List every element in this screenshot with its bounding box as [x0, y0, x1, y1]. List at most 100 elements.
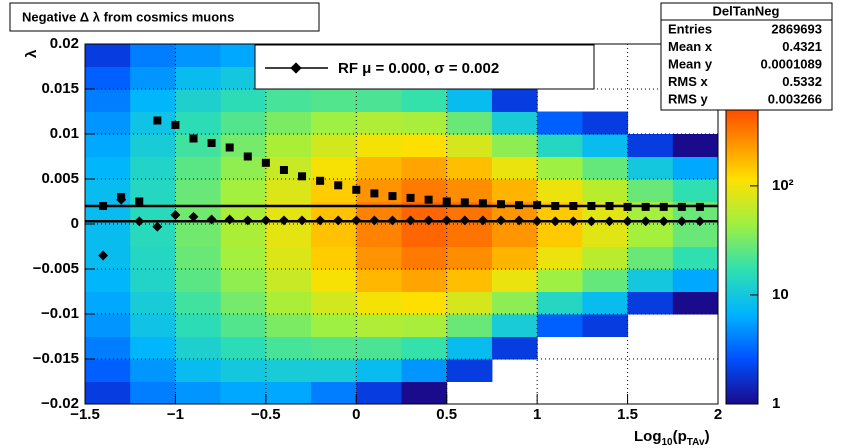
diamond-marker — [586, 216, 597, 227]
square-marker — [316, 176, 325, 185]
heatmap-cell — [85, 44, 131, 67]
heatmap-cell — [220, 246, 267, 270]
square-marker — [279, 166, 288, 174]
heatmap-cell — [491, 111, 538, 135]
y-tick-label: 0.005 — [41, 170, 79, 187]
diamond-marker — [405, 215, 416, 226]
heatmap-cell — [401, 291, 448, 315]
heatmap-cell — [491, 89, 538, 112]
heatmap-cell — [175, 89, 222, 112]
heatmap-cell — [356, 381, 402, 405]
heatmap-cell — [537, 134, 583, 157]
heatmap-cell — [582, 156, 629, 180]
stats-value: 0.0001089 — [761, 56, 822, 71]
square-marker — [207, 139, 216, 147]
heatmap-cell — [175, 336, 222, 360]
square-marker — [424, 195, 433, 204]
x-label-part: TAv — [687, 437, 705, 448]
heatmap-cell — [401, 134, 448, 157]
heatmap — [85, 44, 719, 405]
square-marker — [442, 197, 451, 206]
heatmap-cell — [311, 336, 357, 360]
heatmap-cell — [85, 66, 131, 90]
heatmap-cell — [85, 314, 131, 337]
heatmap-cell — [627, 246, 674, 270]
diamond-marker — [658, 216, 669, 227]
heatmap-cell — [265, 269, 312, 292]
x-label-part: Log — [634, 428, 662, 445]
heatmap-cell — [265, 89, 312, 112]
heatmap-cell — [265, 336, 312, 360]
heatmap-cell — [130, 314, 176, 337]
square-marker — [135, 197, 144, 206]
heatmap-cell — [130, 381, 176, 405]
heatmap-cell — [446, 224, 493, 247]
heatmap-cell — [175, 44, 222, 67]
heatmap-cell — [85, 336, 131, 360]
heatmap-cell — [672, 179, 719, 202]
heatmap-cell — [627, 291, 674, 315]
heatmap-cell — [175, 224, 222, 247]
heatmap-cell — [85, 134, 131, 157]
heatmap-cell — [130, 291, 176, 315]
heatmap-cell — [356, 291, 402, 315]
stats-label: RMS x — [668, 74, 709, 89]
y-tick-label: −0.015 — [33, 350, 79, 367]
square-marker — [334, 181, 343, 190]
heatmap-cell — [175, 291, 222, 315]
diamond-marker — [351, 215, 362, 226]
heatmap-cell — [220, 336, 267, 360]
heatmap-cell — [130, 44, 176, 67]
diamond-marker — [604, 216, 615, 227]
heatmap-cell — [401, 314, 448, 337]
stats-label: Mean y — [668, 56, 713, 71]
x-tick-label: −1.5 — [70, 406, 100, 423]
heatmap-cell — [311, 111, 357, 135]
square-marker — [623, 202, 632, 211]
diamond-marker — [532, 216, 543, 227]
diamond-marker — [423, 215, 434, 226]
heatmap-cell — [130, 134, 176, 157]
heatmap-cell — [537, 224, 583, 247]
heatmap-cell — [356, 269, 402, 292]
square-marker — [677, 202, 686, 211]
heatmap-cell — [220, 381, 267, 405]
heatmap-cell — [401, 224, 448, 247]
heatmap-cell — [401, 89, 448, 112]
legend-label: RF μ = 0.000, σ = 0.002 — [338, 60, 499, 77]
heatmap-cell — [446, 111, 493, 135]
heatmap-cell — [537, 111, 583, 135]
x-axis-label: Log10(pTAv) — [634, 428, 710, 448]
square-marker — [261, 158, 270, 167]
heatmap-cell — [627, 224, 674, 247]
heatmap-cell — [401, 359, 448, 382]
heatmap-cell — [175, 269, 222, 292]
heatmap-cell — [627, 269, 674, 292]
square-marker — [171, 121, 180, 129]
heatmap-cell — [446, 156, 493, 180]
diamond-marker — [134, 216, 145, 227]
heatmap-cell — [582, 269, 629, 292]
heatmap-cell — [627, 179, 674, 202]
square-marker — [406, 193, 415, 202]
heatmap-cell — [265, 314, 312, 337]
heatmap-cell — [582, 179, 629, 202]
heatmap-cell — [356, 246, 402, 270]
x-tick-label: 1 — [533, 406, 541, 423]
diamond-marker — [514, 215, 525, 226]
heatmap-cell — [130, 269, 176, 292]
heatmap-cell — [220, 359, 267, 382]
x-label-part: 10 — [662, 437, 674, 448]
x-tick-label: 1.5 — [617, 406, 638, 423]
x-label-part: (p — [673, 428, 687, 445]
heatmap-cell — [446, 359, 493, 382]
heatmap-cell — [446, 314, 493, 337]
heatmap-cell — [265, 111, 312, 135]
heatmap-cell — [85, 381, 131, 405]
y-tick-label: 0.02 — [50, 35, 79, 52]
heatmap-cell — [446, 269, 493, 292]
heatmap-cell — [672, 224, 719, 247]
heatmap-cell — [446, 134, 493, 157]
heatmap-cell — [356, 224, 402, 247]
